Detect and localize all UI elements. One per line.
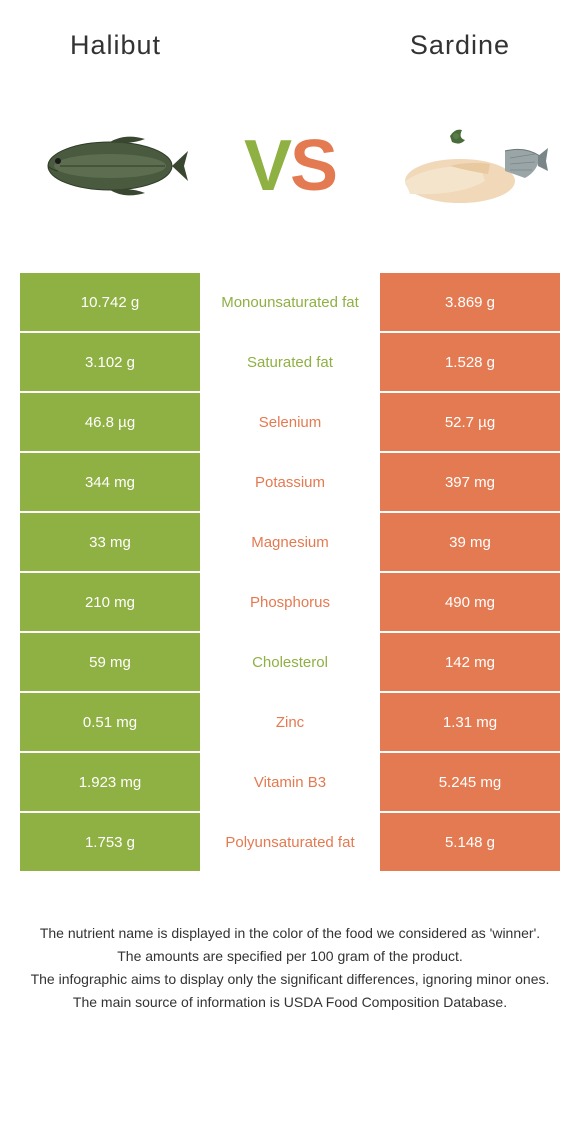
right-food-title: Sardine: [410, 30, 510, 61]
vs-letter-s: S: [290, 130, 336, 202]
footer-line: The nutrient name is displayed in the co…: [30, 923, 550, 944]
left-value-cell: 1.923 mg: [20, 752, 200, 812]
right-value-cell: 142 mg: [380, 632, 560, 692]
nutrient-label-cell: Phosphorus: [200, 572, 380, 632]
nutrient-label-cell: Selenium: [200, 392, 380, 452]
nutrient-label-cell: Vitamin B3: [200, 752, 380, 812]
footer-line: The main source of information is USDA F…: [30, 992, 550, 1013]
right-value-cell: 490 mg: [380, 572, 560, 632]
left-value-cell: 0.51 mg: [20, 692, 200, 752]
nutrient-label-cell: Monounsaturated fat: [200, 272, 380, 332]
footer-notes: The nutrient name is displayed in the co…: [0, 873, 580, 1013]
nutrient-label-cell: Zinc: [200, 692, 380, 752]
right-value-cell: 1.528 g: [380, 332, 560, 392]
table-row: 1.753 gPolyunsaturated fat5.148 g: [20, 812, 560, 872]
table-row: 1.923 mgVitamin B35.245 mg: [20, 752, 560, 812]
vs-letter-v: V: [244, 130, 290, 202]
left-value-cell: 59 mg: [20, 632, 200, 692]
left-value-cell: 210 mg: [20, 572, 200, 632]
right-value-cell: 397 mg: [380, 452, 560, 512]
table-row: 59 mgCholesterol142 mg: [20, 632, 560, 692]
table-row: 210 mgPhosphorus490 mg: [20, 572, 560, 632]
table-row: 33 mgMagnesium39 mg: [20, 512, 560, 572]
left-value-cell: 46.8 µg: [20, 392, 200, 452]
vs-badge: VS: [244, 130, 336, 202]
left-value-cell: 3.102 g: [20, 332, 200, 392]
hero-row: VS: [0, 81, 580, 271]
nutrient-table: 10.742 gMonounsaturated fat3.869 g3.102 …: [20, 271, 560, 873]
infographic-container: Halibut Sardine VS: [0, 0, 580, 1035]
left-value-cell: 33 mg: [20, 512, 200, 572]
left-value-cell: 10.742 g: [20, 272, 200, 332]
right-value-cell: 3.869 g: [380, 272, 560, 332]
sardine-image: [390, 111, 550, 221]
nutrient-label-cell: Polyunsaturated fat: [200, 812, 380, 872]
right-value-cell: 5.245 mg: [380, 752, 560, 812]
left-value-cell: 1.753 g: [20, 812, 200, 872]
header: Halibut Sardine: [0, 20, 580, 81]
footer-line: The amounts are specified per 100 gram o…: [30, 946, 550, 967]
nutrient-label-cell: Magnesium: [200, 512, 380, 572]
right-value-cell: 1.31 mg: [380, 692, 560, 752]
nutrient-label-cell: Potassium: [200, 452, 380, 512]
right-value-cell: 5.148 g: [380, 812, 560, 872]
table-row: 10.742 gMonounsaturated fat3.869 g: [20, 272, 560, 332]
right-value-cell: 52.7 µg: [380, 392, 560, 452]
nutrient-label-cell: Cholesterol: [200, 632, 380, 692]
footer-line: The infographic aims to display only the…: [30, 969, 550, 990]
left-value-cell: 344 mg: [20, 452, 200, 512]
table-row: 0.51 mgZinc1.31 mg: [20, 692, 560, 752]
right-value-cell: 39 mg: [380, 512, 560, 572]
table-row: 3.102 gSaturated fat1.528 g: [20, 332, 560, 392]
left-food-title: Halibut: [70, 30, 161, 61]
nutrient-label-cell: Saturated fat: [200, 332, 380, 392]
table-row: 344 mgPotassium397 mg: [20, 452, 560, 512]
halibut-image: [30, 111, 190, 221]
table-row: 46.8 µgSelenium52.7 µg: [20, 392, 560, 452]
